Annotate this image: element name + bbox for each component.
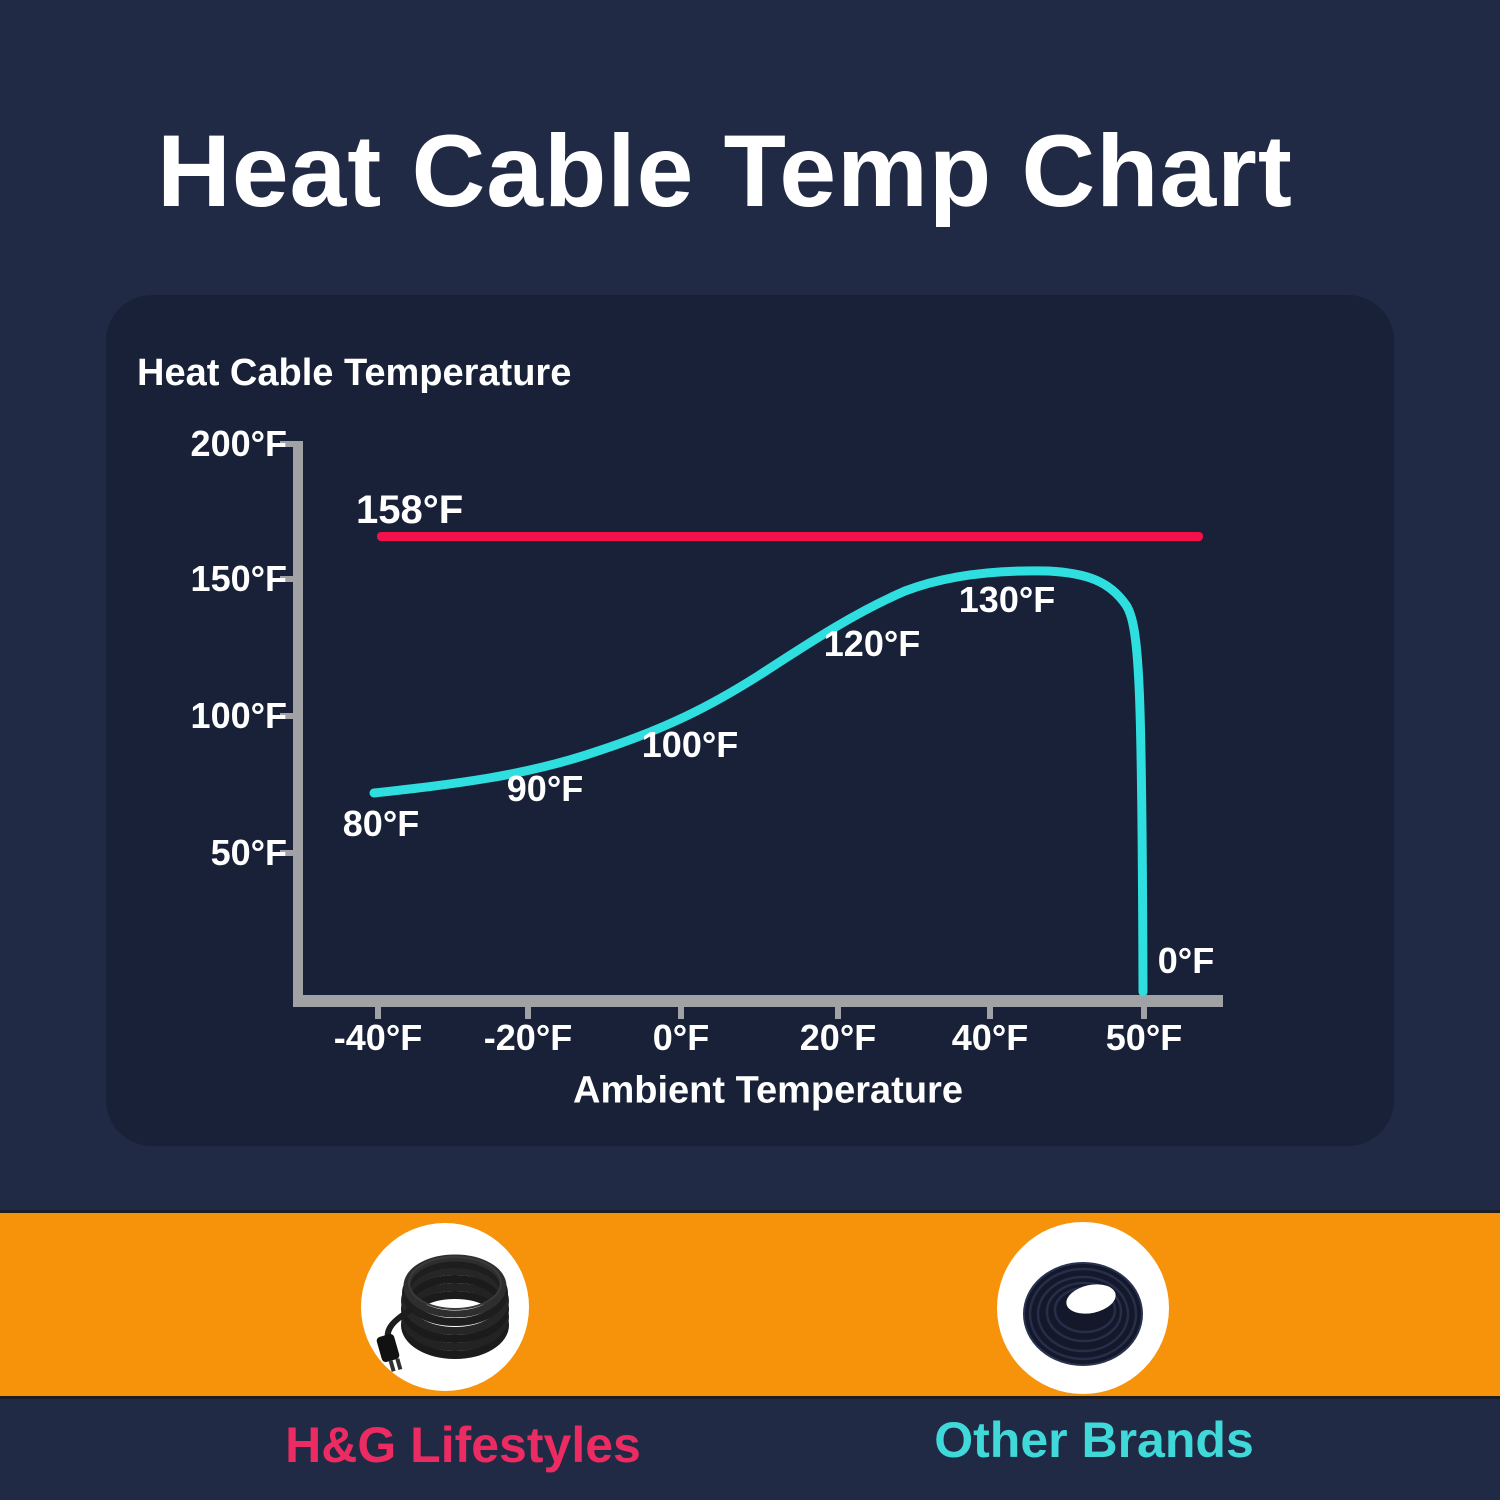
- other-brand-label: Other Brands: [934, 1412, 1254, 1468]
- y-tick-label: 100°F: [190, 695, 287, 736]
- curve-point-label: 90°F: [506, 768, 584, 809]
- x-tick-label: -40°F: [333, 1017, 423, 1058]
- page-title: Heat Cable Temp Chart: [157, 114, 1293, 228]
- hg-brand-label: H&G Lifestyles: [285, 1417, 641, 1473]
- y-axis-title: Heat Cable Temperature: [137, 352, 572, 394]
- x-tick-label: 20°F: [799, 1017, 877, 1058]
- other-product-circle: [997, 1222, 1169, 1394]
- curve-point-label: 130°F: [958, 579, 1056, 620]
- curve-point-label: 0°F: [1157, 940, 1215, 981]
- y-tick-label: 50°F: [210, 832, 287, 873]
- x-tick-label: 50°F: [1105, 1017, 1183, 1058]
- curve-point-label: 100°F: [641, 724, 739, 765]
- curve-point-label: 120°F: [823, 623, 921, 664]
- y-tick-label: 200°F: [190, 423, 287, 464]
- chart-panel: [106, 295, 1394, 1146]
- comparison-band: [0, 1213, 1500, 1396]
- curve-point-label: 80°F: [342, 803, 420, 844]
- coiled-cable-donut: [1023, 1262, 1143, 1366]
- x-axis-title: Ambient Temperature: [573, 1069, 963, 1112]
- hg-cable-image: [376, 1254, 509, 1372]
- y-tick-label: 150°F: [190, 558, 287, 599]
- other-cable-image: [1023, 1262, 1143, 1366]
- x-tick-label: 40°F: [951, 1017, 1029, 1058]
- x-tick-label: 0°F: [652, 1017, 710, 1058]
- coiled-cable-with-plug: [376, 1254, 509, 1372]
- limit-line-label: 158°F: [356, 488, 464, 532]
- x-tick-label: -20°F: [483, 1017, 573, 1058]
- hg-product-circle: [361, 1223, 529, 1391]
